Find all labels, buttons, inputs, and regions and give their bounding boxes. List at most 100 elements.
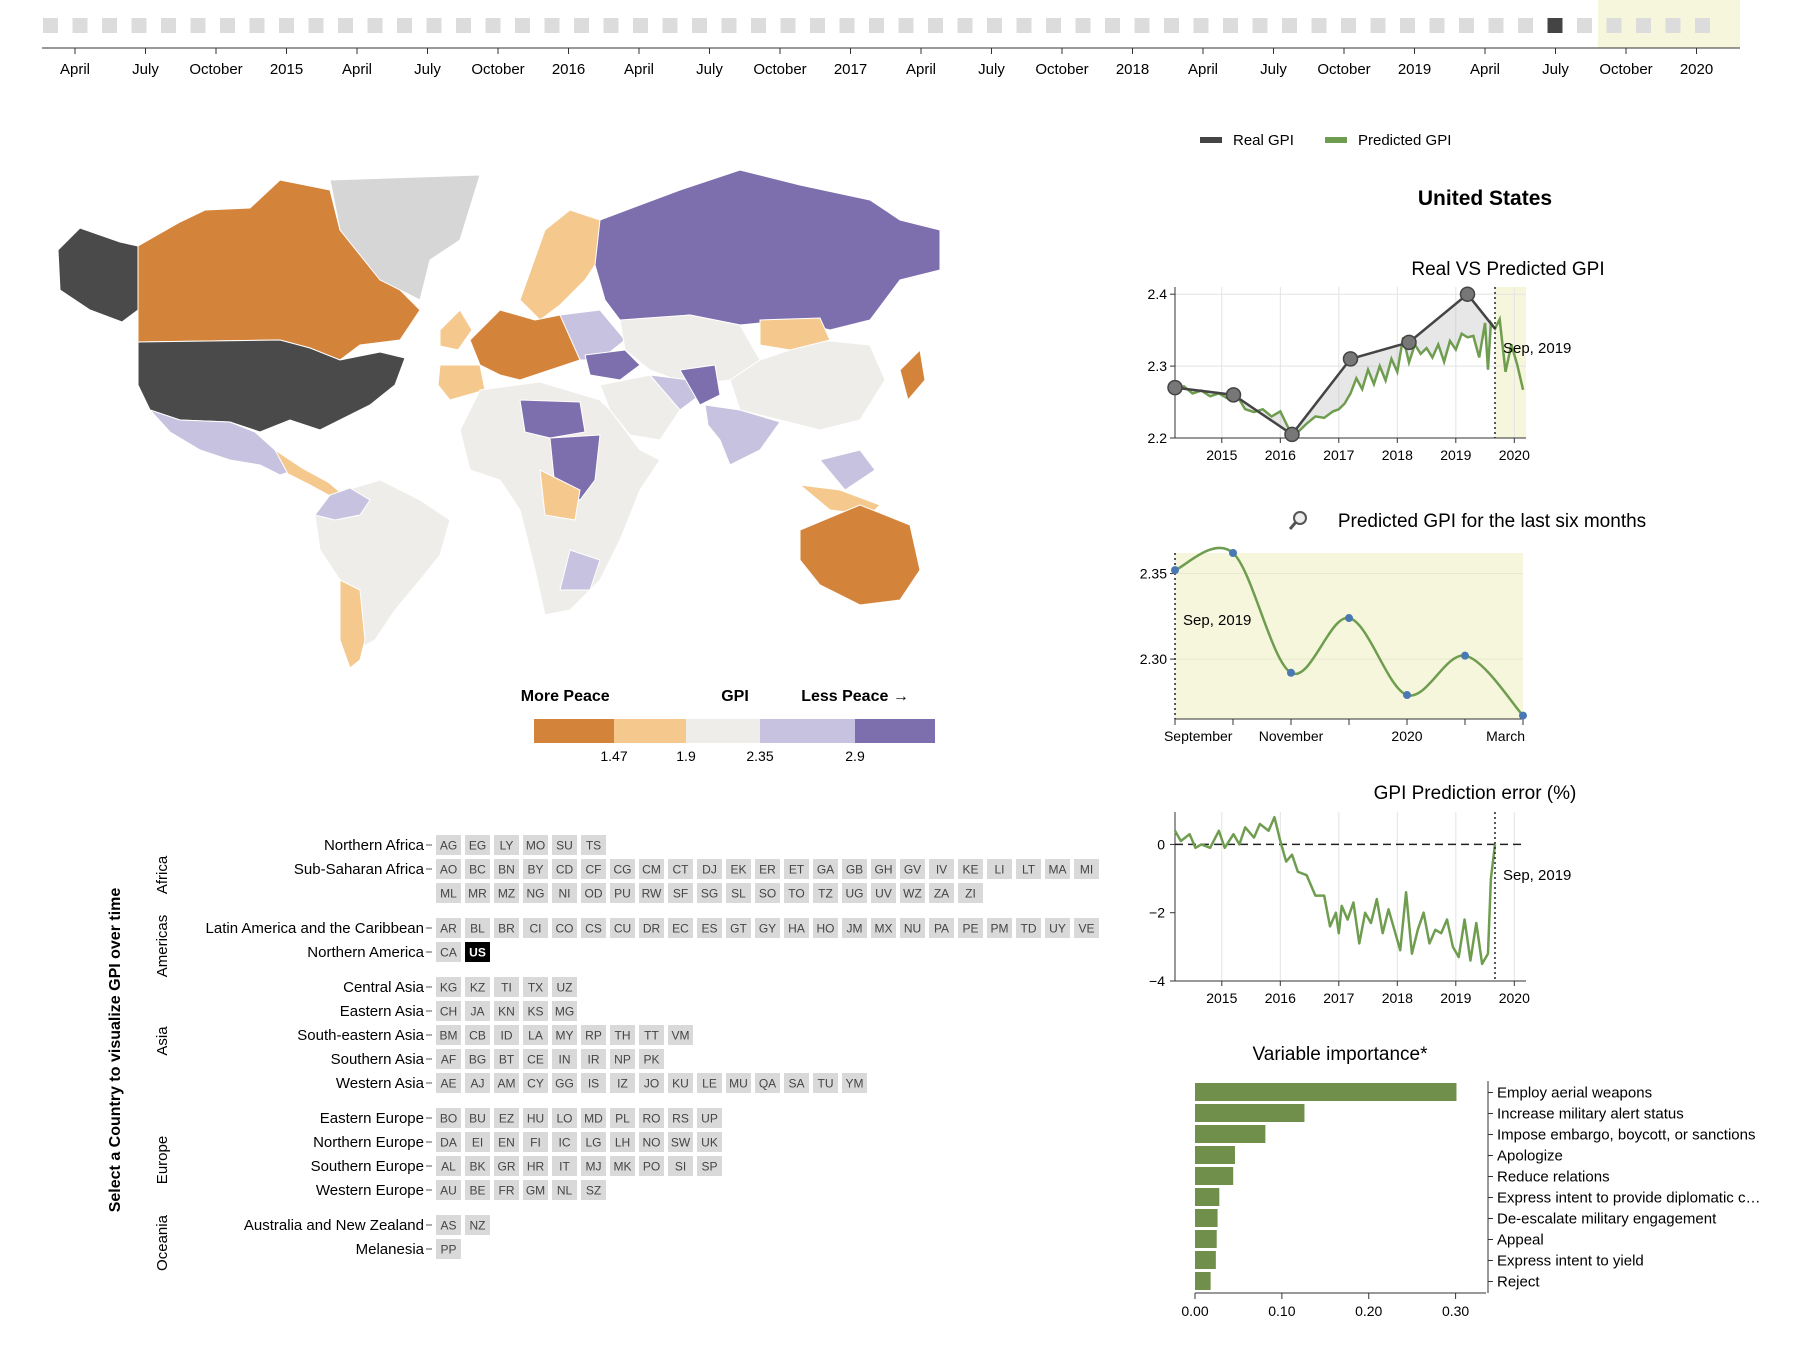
country-button-bg[interactable] <box>784 918 809 938</box>
country-button-sa[interactable]: SA <box>784 1073 809 1093</box>
country-button-od[interactable]: OD <box>581 883 606 903</box>
country-china[interactable] <box>729 339 886 431</box>
country-code[interactable]: TH <box>615 1029 631 1043</box>
country-button-bg[interactable] <box>523 1156 548 1176</box>
country-code[interactable]: IS <box>588 1077 599 1091</box>
country-button-up[interactable]: UP <box>697 1108 722 1128</box>
country-code[interactable]: MK <box>614 1160 632 1174</box>
country-button-bg[interactable] <box>1045 918 1070 938</box>
country-south-africa[interactable] <box>559 549 601 591</box>
country-code[interactable]: LT <box>1022 863 1036 877</box>
country-button-bg[interactable] <box>436 835 461 855</box>
country-button-bg[interactable] <box>813 883 838 903</box>
country-button-bg[interactable] <box>668 1132 693 1152</box>
country-code[interactable]: PM <box>991 922 1009 936</box>
country-button-bg[interactable] <box>871 918 896 938</box>
timeline-cell[interactable] <box>456 18 471 33</box>
country-button-uy[interactable]: UY <box>1045 918 1070 938</box>
timeline-cell[interactable] <box>1282 18 1297 33</box>
timeline-cell[interactable] <box>72 18 88 33</box>
country-button-bg[interactable] <box>697 918 722 938</box>
country-button-us[interactable]: US <box>465 942 490 962</box>
country-button-bg[interactable] <box>494 1049 519 1069</box>
country-button-to[interactable]: TO <box>784 883 809 903</box>
country-code[interactable]: RO <box>643 1112 661 1126</box>
country-code[interactable]: VE <box>1078 922 1094 936</box>
country-button-bg[interactable] <box>581 918 606 938</box>
country-code[interactable]: FR <box>499 1184 515 1198</box>
country-button-bg[interactable] <box>552 977 577 997</box>
country-button-bg[interactable] <box>465 1073 490 1093</box>
country-button-bg[interactable] <box>552 1073 577 1093</box>
country-button-tz[interactable]: TZ <box>813 883 838 903</box>
country-button-bg[interactable] <box>436 1132 461 1152</box>
country-button-bg[interactable] <box>552 1132 577 1152</box>
timeline-cell[interactable] <box>662 18 678 33</box>
country-button-bg[interactable] <box>436 1049 461 1069</box>
country-code[interactable]: GY <box>759 922 776 936</box>
country-button-bg[interactable] <box>523 1049 548 1069</box>
country-button-so[interactable]: SO <box>755 883 780 903</box>
country-button-iz[interactable]: IZ <box>610 1073 635 1093</box>
country-code[interactable]: BN <box>498 863 515 877</box>
country-code[interactable]: SP <box>701 1160 717 1174</box>
country-button-ho[interactable]: HO <box>813 918 838 938</box>
country-code[interactable]: ZA <box>934 887 949 901</box>
country-code[interactable]: RS <box>672 1112 689 1126</box>
country-button-bg[interactable] <box>436 942 461 962</box>
country-selector[interactable]: Select a Country to visualize GPI over t… <box>90 835 1130 1295</box>
country-code[interactable]: PA <box>934 922 949 936</box>
country-colombia-venezuela[interactable] <box>314 487 371 521</box>
country-code[interactable]: MI <box>1080 863 1093 877</box>
country-button-bg[interactable] <box>494 1001 519 1021</box>
country-button-bg[interactable] <box>929 859 954 879</box>
country-button-za[interactable]: ZA <box>929 883 954 903</box>
country-button-bg[interactable] <box>697 1073 722 1093</box>
country-code[interactable]: LH <box>615 1136 630 1150</box>
country-code[interactable]: TU <box>818 1077 834 1091</box>
country-button-bg[interactable] <box>610 1132 635 1152</box>
country-button-qa[interactable]: QA <box>755 1073 780 1093</box>
country-code[interactable]: LY <box>500 839 514 853</box>
country-afghanistan[interactable] <box>679 364 721 406</box>
country-code[interactable]: ZI <box>965 887 976 901</box>
country-united-states[interactable] <box>137 339 406 433</box>
country-libya-region[interactable] <box>519 399 586 439</box>
country-button-bg[interactable] <box>523 1180 548 1200</box>
country-button-pe[interactable]: PE <box>958 918 983 938</box>
country-button-bn[interactable]: BN <box>494 859 519 879</box>
country-button-bg[interactable] <box>1074 918 1099 938</box>
country-button-bg[interactable] <box>581 1073 606 1093</box>
country-button-bg[interactable] <box>465 1001 490 1021</box>
country-button-ro[interactable]: RO <box>639 1108 664 1128</box>
country-button-gm[interactable]: GM <box>523 1180 548 1200</box>
country-japan[interactable] <box>899 348 926 402</box>
country-button-bg[interactable] <box>581 1156 606 1176</box>
country-button-bg[interactable] <box>581 859 606 879</box>
country-button-bg[interactable] <box>987 918 1012 938</box>
country-button-uz[interactable]: UZ <box>552 977 577 997</box>
country-code[interactable]: MU <box>729 1077 748 1091</box>
country-code[interactable]: AF <box>441 1053 456 1067</box>
country-button-pl[interactable]: PL <box>610 1108 635 1128</box>
country-code[interactable]: SG <box>701 887 718 901</box>
country-button-bg[interactable] <box>523 1073 548 1093</box>
country-code[interactable]: GR <box>498 1160 516 1174</box>
country-button-bg[interactable] <box>436 1073 461 1093</box>
country-button-bg[interactable] <box>523 1132 548 1152</box>
country-button-bg[interactable] <box>726 859 751 879</box>
selector-body[interactable]: Northern Africa AG EG LY MO SU TS Sub-Saharan A… <box>154 835 1099 1271</box>
timeline-cell[interactable] <box>928 18 943 33</box>
timeline-cell[interactable] <box>1075 18 1091 33</box>
country-button-bg[interactable] <box>929 918 954 938</box>
country-code[interactable]: ET <box>789 863 805 877</box>
country-code[interactable]: GG <box>555 1077 574 1091</box>
country-button-ic[interactable]: IC <box>552 1132 577 1152</box>
country-button-bg[interactable] <box>697 1156 722 1176</box>
timeline-cell[interactable] <box>1665 18 1681 33</box>
country-button-bg[interactable] <box>465 835 490 855</box>
country-code[interactable]: MX <box>875 922 893 936</box>
country-button-nz[interactable]: NZ <box>465 1215 490 1235</box>
country-button-gb[interactable]: GB <box>842 859 867 879</box>
timeline-cell[interactable] <box>515 18 530 33</box>
